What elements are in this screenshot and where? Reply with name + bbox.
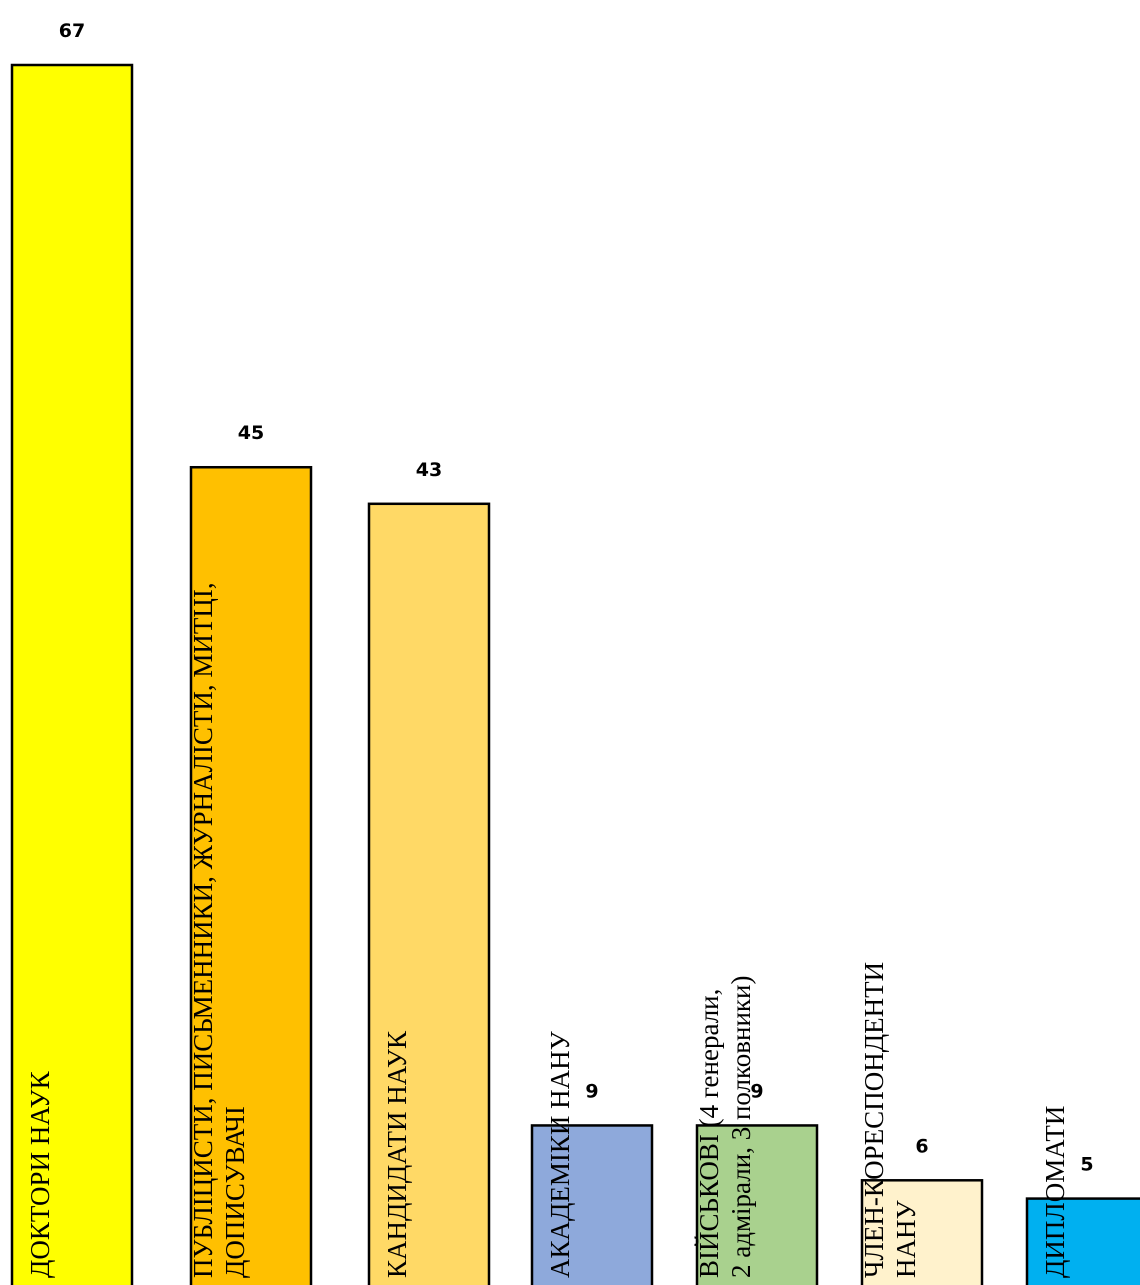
category-label-1-line-1: ДОКТОРИ НАУК (25, 1070, 55, 1278)
bar-7 (1025, 1197, 1140, 1285)
data-label-5: 9 (750, 1080, 763, 1102)
data-label-6: 6 (915, 1135, 928, 1157)
data-label-7: 5 (1080, 1154, 1093, 1176)
bar-3 (367, 502, 491, 1285)
category-label-3-line-1: КАНДИДАТИ НАУК (382, 1030, 412, 1278)
bar-6 (860, 1179, 984, 1285)
category-label-5: ВІЙСЬКОВІ (4 генерали,2 адмірали, 3 полк… (694, 976, 756, 1278)
category-label-6-line-2: НАНУ (891, 1200, 921, 1278)
category-label-2-line-2: ДОПИСУВАЧІ (220, 1106, 250, 1278)
bar-5 (695, 1124, 819, 1285)
data-label-3: 43 (416, 459, 442, 481)
category-label-5-line-2: 2 адмірали, 3 полковники) (726, 976, 756, 1278)
data-label-2: 45 (238, 422, 264, 444)
category-label-4: АКАДЕМІКИ НАНУ (545, 1030, 575, 1278)
category-label-6: ЧЛЕН-КОРЕСПОНДЕНТИНАНУ (859, 962, 921, 1278)
data-label-1: 67 (59, 20, 85, 42)
category-label-6-line-1: ЧЛЕН-КОРЕСПОНДЕНТИ (859, 962, 889, 1278)
category-label-2: ПУБЛІЦИСТИ, ПИСЬМЕННИКИ, ЖУРНАЛІСТИ, МИТ… (188, 582, 250, 1278)
category-label-2-line-1: ПУБЛІЦИСТИ, ПИСЬМЕННИКИ, ЖУРНАЛІСТИ, МИТ… (188, 582, 218, 1278)
bar-4 (530, 1124, 654, 1285)
category-label-5-line-1: ВІЙСЬКОВІ (4 генерали, (694, 989, 724, 1278)
category-label-7-line-1: ДИПЛОМАТИ (1040, 1106, 1070, 1278)
data-label-4: 9 (585, 1080, 598, 1102)
category-label-7: ДИПЛОМАТИ (1040, 1106, 1070, 1278)
bar-2 (189, 465, 313, 1285)
category-label-4-line-1: АКАДЕМІКИ НАНУ (545, 1030, 575, 1278)
bar-1 (10, 63, 134, 1285)
category-label-1: ДОКТОРИ НАУК (25, 1070, 55, 1278)
category-label-3: КАНДИДАТИ НАУК (382, 1030, 412, 1278)
